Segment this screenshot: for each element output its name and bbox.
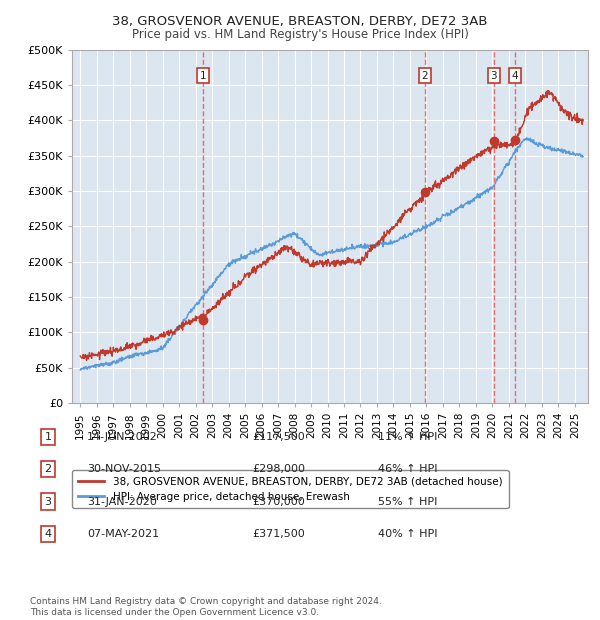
Text: 4: 4: [511, 71, 518, 81]
Text: 2: 2: [422, 71, 428, 81]
Text: 07-MAY-2021: 07-MAY-2021: [87, 529, 159, 539]
Text: 1: 1: [200, 71, 206, 81]
Text: £117,500: £117,500: [252, 432, 305, 442]
Text: 55% ↑ HPI: 55% ↑ HPI: [378, 497, 437, 507]
Text: 46% ↑ HPI: 46% ↑ HPI: [378, 464, 437, 474]
Text: 3: 3: [44, 497, 52, 507]
Text: 38, GROSVENOR AVENUE, BREASTON, DERBY, DE72 3AB: 38, GROSVENOR AVENUE, BREASTON, DERBY, D…: [112, 16, 488, 29]
Text: Price paid vs. HM Land Registry's House Price Index (HPI): Price paid vs. HM Land Registry's House …: [131, 28, 469, 41]
Text: 2: 2: [44, 464, 52, 474]
Text: 3: 3: [490, 71, 497, 81]
Text: 30-NOV-2015: 30-NOV-2015: [87, 464, 161, 474]
Text: 31-JAN-2020: 31-JAN-2020: [87, 497, 157, 507]
Text: 14-JUN-2002: 14-JUN-2002: [87, 432, 158, 442]
Text: 11% ↑ HPI: 11% ↑ HPI: [378, 432, 437, 442]
Legend: 38, GROSVENOR AVENUE, BREASTON, DERBY, DE72 3AB (detached house), HPI: Average p: 38, GROSVENOR AVENUE, BREASTON, DERBY, D…: [72, 470, 509, 508]
Text: £370,000: £370,000: [252, 497, 305, 507]
Text: 1: 1: [44, 432, 52, 442]
Text: Contains HM Land Registry data © Crown copyright and database right 2024.
This d: Contains HM Land Registry data © Crown c…: [30, 598, 382, 617]
Text: £371,500: £371,500: [252, 529, 305, 539]
Text: 40% ↑ HPI: 40% ↑ HPI: [378, 529, 437, 539]
Text: 4: 4: [44, 529, 52, 539]
Text: £298,000: £298,000: [252, 464, 305, 474]
